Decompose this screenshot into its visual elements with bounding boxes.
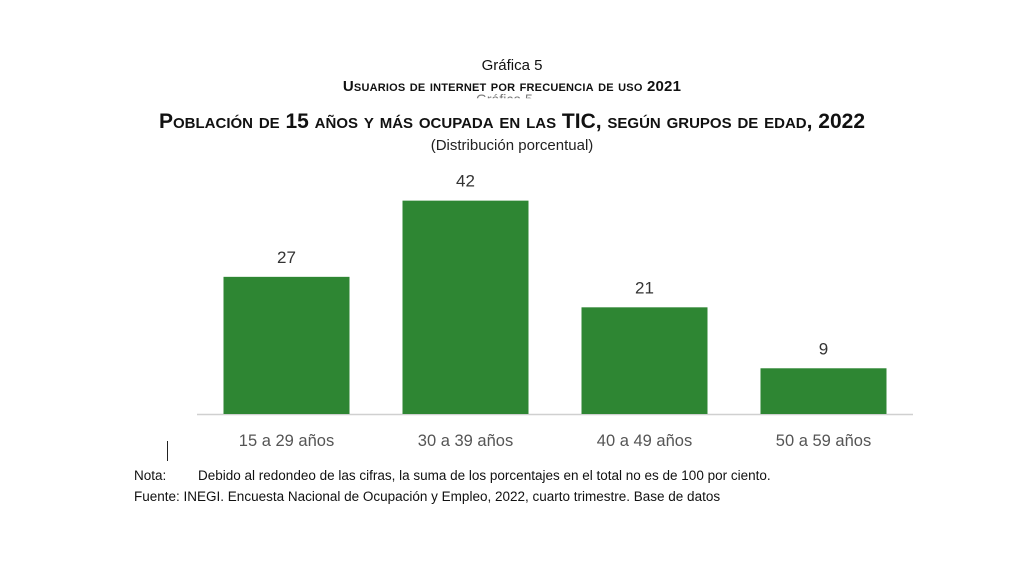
bar xyxy=(760,368,887,414)
x-tick-label: 15 a 29 años xyxy=(239,432,334,450)
figure-label: Gráfica 5 xyxy=(481,57,543,74)
source-key: Fuente: xyxy=(134,489,180,504)
source-line: Fuente: INEGI. Encuesta Nacional de Ocup… xyxy=(134,489,720,504)
title-overlay: Usuarios de internet por frecuencia de u… xyxy=(342,78,682,95)
ghost-label: Gráfica 5 xyxy=(476,91,533,107)
x-tick-label: 40 a 49 años xyxy=(597,432,692,450)
note-text: Debido al redondeo de las cifras, la sum… xyxy=(198,468,771,483)
data-label: 21 xyxy=(635,278,654,297)
data-label: 42 xyxy=(456,172,475,191)
x-tick-label: 50 a 59 años xyxy=(776,432,871,450)
x-tick-label: 30 a 39 años xyxy=(418,432,513,450)
data-label: 27 xyxy=(277,248,296,267)
bar xyxy=(223,276,350,414)
note-line: Nota: Debido al redondeo de las cifras, l… xyxy=(134,468,771,483)
text-cursor xyxy=(167,441,168,461)
source-text: INEGI. Encuesta Nacional de Ocupación y … xyxy=(183,489,721,504)
bar xyxy=(402,200,529,414)
data-label: 9 xyxy=(819,339,828,358)
chart-title: Población de 15 años y más ocupada en la… xyxy=(158,110,866,133)
bar xyxy=(581,307,708,414)
chart-subtitle: (Distribución porcentual) xyxy=(430,137,594,154)
note-key: Nota: xyxy=(134,468,167,483)
